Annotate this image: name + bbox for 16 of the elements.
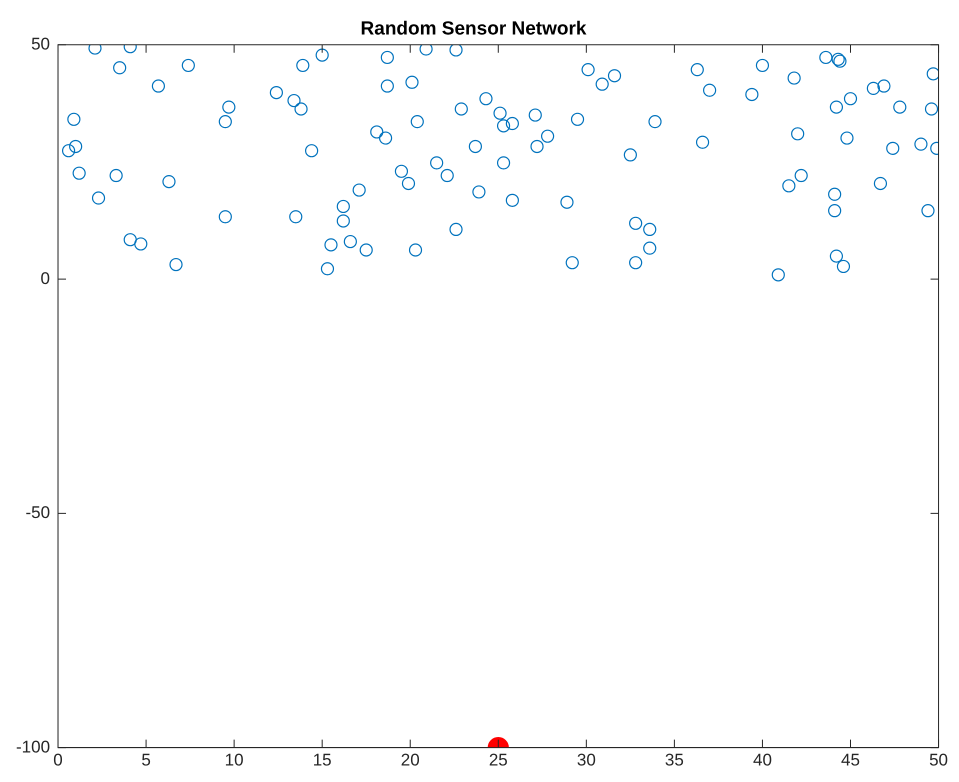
- x-tick-label: 0: [53, 750, 63, 770]
- x-tick-label: 45: [841, 750, 860, 770]
- x-tick-label: 20: [400, 750, 420, 770]
- x-tick-label: 5: [141, 750, 151, 770]
- x-tick-label: 50: [929, 750, 948, 770]
- x-tick-label: 30: [576, 750, 596, 770]
- y-tick-label: 50: [31, 34, 50, 54]
- y-tick-label: 0: [40, 268, 50, 288]
- x-tick-label: 40: [752, 750, 772, 770]
- x-tick-label: 25: [488, 750, 508, 770]
- x-tick-label: 15: [312, 750, 332, 770]
- y-tick-label: -50: [25, 503, 50, 522]
- x-tick-label: 35: [664, 750, 684, 770]
- x-tick-label: 10: [224, 750, 244, 770]
- chart-title: Random Sensor Network: [360, 18, 587, 40]
- y-tick-label: -100: [16, 737, 50, 756]
